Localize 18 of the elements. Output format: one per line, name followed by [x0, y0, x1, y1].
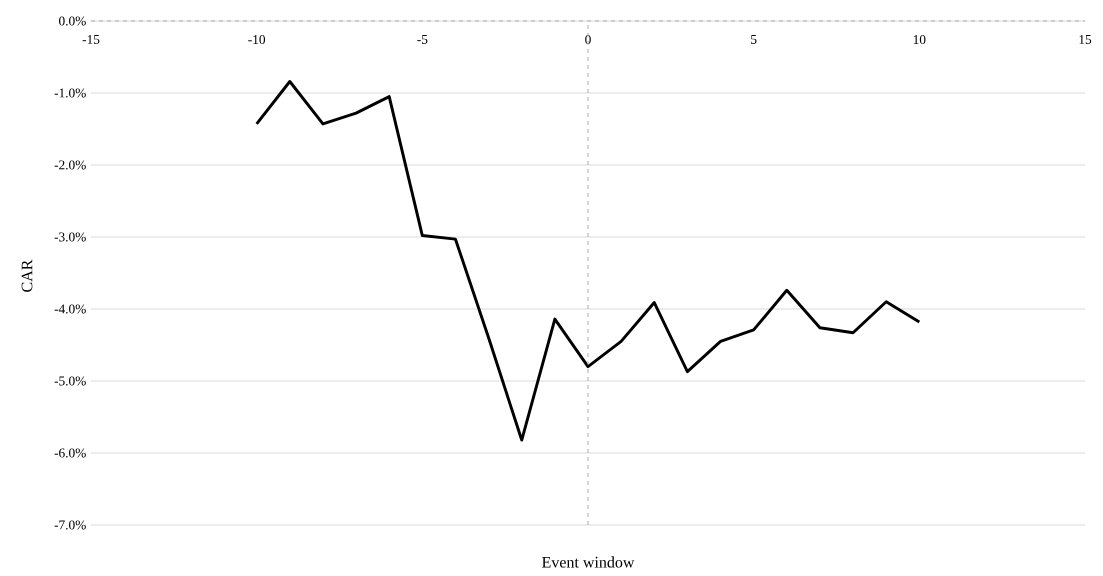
y-axis-title: CAR — [21, 259, 33, 292]
y-tick-label: -6.0% — [54, 448, 86, 458]
y-tick-label: -3.0% — [54, 232, 86, 242]
y-tick-label: -2.0% — [54, 160, 86, 170]
y-tick-label: -7.0% — [54, 520, 86, 530]
x-tick-label: 10 — [913, 35, 926, 45]
y-tick-label: -4.0% — [54, 304, 86, 314]
x-tick-label: 15 — [1079, 35, 1092, 44]
x-axis-title: Event window — [542, 556, 635, 568]
line-series — [255, 80, 921, 442]
x-tick-label: 0 — [585, 35, 591, 45]
x-tick-label: -5 — [417, 35, 428, 44]
y-tick-label: -1.0% — [54, 88, 86, 98]
x-tick-label: -15 — [82, 35, 100, 44]
x-tick-label: 5 — [751, 35, 757, 44]
y-tick-label: 0.0% — [59, 16, 86, 26]
x-tick-label: -10 — [248, 35, 266, 45]
y-tick-label: -5.0% — [54, 376, 86, 386]
